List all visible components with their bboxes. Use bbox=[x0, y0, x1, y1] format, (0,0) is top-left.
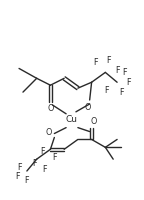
Text: F: F bbox=[33, 159, 37, 168]
Text: F: F bbox=[15, 172, 19, 181]
Text: F: F bbox=[127, 78, 131, 87]
Text: F: F bbox=[25, 176, 29, 185]
Text: F: F bbox=[106, 56, 111, 65]
Text: O: O bbox=[85, 103, 91, 112]
Text: F: F bbox=[119, 88, 123, 97]
Text: O: O bbox=[47, 104, 54, 113]
Text: O: O bbox=[90, 117, 97, 126]
Text: F: F bbox=[115, 66, 119, 75]
Text: F: F bbox=[123, 68, 127, 77]
Text: F: F bbox=[42, 165, 47, 174]
Text: Cu: Cu bbox=[66, 115, 78, 124]
Text: F: F bbox=[52, 153, 57, 162]
Text: F: F bbox=[40, 147, 45, 156]
Text: O: O bbox=[45, 128, 52, 137]
Text: F: F bbox=[93, 58, 98, 67]
Text: F: F bbox=[17, 163, 21, 172]
Text: F: F bbox=[104, 86, 109, 95]
